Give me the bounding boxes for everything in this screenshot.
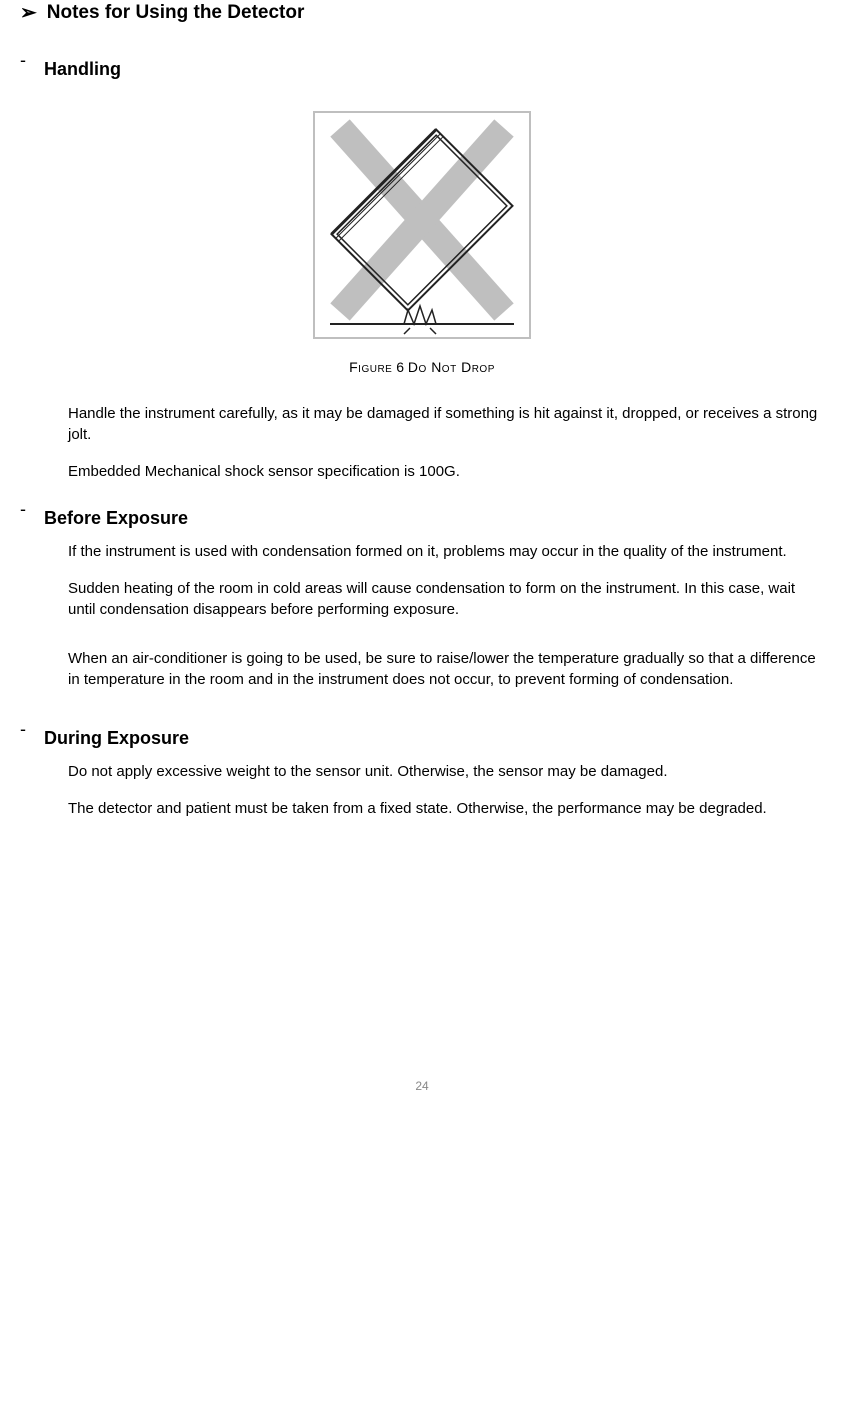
during-para-2: The detector and patient must be taken f… [68, 798, 824, 819]
page-root: ➢ Notes for Using the Detector - Handlin… [20, 0, 824, 1093]
figure-caption-label: Figure [349, 359, 392, 375]
before-para-3: When an air-conditioner is going to be u… [68, 648, 824, 690]
before-exposure-heading: Before Exposure [44, 508, 188, 529]
during-body: Do not apply excessive weight to the sen… [20, 761, 824, 819]
during-exposure-heading: During Exposure [44, 728, 189, 749]
main-heading-text: Notes for Using the Detector [47, 2, 305, 24]
page-number: 24 [20, 1079, 824, 1093]
handling-body: Handle the instrument carefully, as it m… [20, 403, 824, 482]
before-heading-row: - Before Exposure [20, 498, 824, 541]
figure-do-not-drop: Figure 6 Do Not Drop [20, 110, 824, 375]
handling-para-1: Handle the instrument carefully, as it m… [68, 403, 824, 445]
main-heading-row: ➢ Notes for Using the Detector [20, 0, 824, 25]
before-para-2: Sudden heating of the room in cold areas… [68, 578, 824, 620]
dash-icon: - [20, 498, 26, 541]
figure-caption-number: 6 [396, 359, 404, 375]
dash-icon: - [20, 49, 26, 92]
handling-heading-row: - Handling [20, 49, 824, 92]
handling-heading: Handling [44, 59, 121, 80]
before-para-1: If the instrument is used with condensat… [68, 541, 824, 562]
during-para-1: Do not apply excessive weight to the sen… [68, 761, 824, 782]
figure-caption: Figure 6 Do Not Drop [20, 359, 824, 375]
figure-caption-text: Do Not Drop [408, 359, 495, 375]
dash-icon: - [20, 718, 26, 761]
before-body: If the instrument is used with condensat… [20, 541, 824, 690]
triangle-right-icon: ➢ [20, 0, 37, 25]
do-not-drop-illustration [312, 110, 532, 345]
handling-para-2: Embedded Mechanical shock sensor specifi… [68, 461, 824, 482]
during-heading-row: - During Exposure [20, 718, 824, 761]
